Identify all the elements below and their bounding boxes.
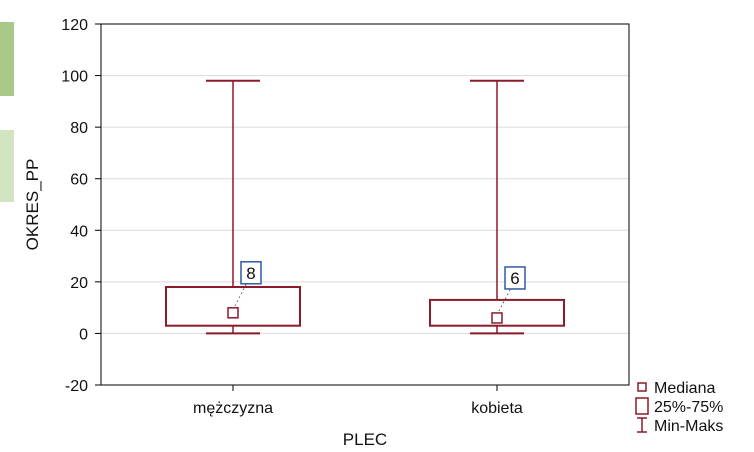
median-label-box — [504, 266, 526, 290]
side-bar-lower — [0, 130, 14, 202]
iqr-box — [165, 286, 301, 327]
legend-item: 25%-75% — [635, 397, 723, 416]
legend: Mediana 25%-75% Min-Maks — [635, 380, 723, 435]
median-label: 8 — [246, 264, 255, 283]
y-tick-label: 100 — [61, 69, 88, 86]
median-label: 6 — [510, 269, 519, 288]
plot-frame — [100, 23, 630, 386]
y-tick-label: 40 — [70, 223, 88, 240]
legend-item: Mediana — [637, 380, 715, 397]
box-group: 6 — [429, 79, 565, 335]
legend-box-icon — [635, 397, 649, 415]
median-label-box — [240, 261, 262, 285]
side-bar-upper — [0, 22, 14, 96]
y-tick-label: 60 — [70, 172, 88, 189]
legend-item: Min-Maks — [637, 417, 723, 435]
y-tick-label: 20 — [70, 275, 88, 292]
legend-label: Min-Maks — [654, 418, 723, 435]
y-tick-label: 0 — [79, 326, 88, 343]
x-axis-title: PLEC — [343, 430, 387, 449]
median-marker — [227, 307, 239, 319]
x-tick-label: kobieta — [471, 400, 523, 417]
y-tick-label: -20 — [65, 378, 88, 395]
x-tick-label: mężczyzna — [193, 400, 273, 417]
grid-lines — [101, 75, 629, 334]
x-axis-ticks: mężczyzna kobieta — [193, 385, 523, 417]
y-axis-title: OKRES_PP — [23, 159, 42, 251]
legend-median-icon — [637, 382, 647, 392]
iqr-box — [429, 298, 565, 327]
legend-label: 25%-75% — [654, 399, 723, 416]
median-marker — [491, 312, 503, 324]
y-axis-ticks: -20 0 20 40 60 80 100 120 — [61, 17, 101, 395]
legend-label: Mediana — [654, 380, 715, 397]
y-tick-label: 120 — [61, 17, 88, 34]
y-tick-label: 80 — [70, 120, 88, 137]
box-group: 8 — [165, 79, 301, 335]
